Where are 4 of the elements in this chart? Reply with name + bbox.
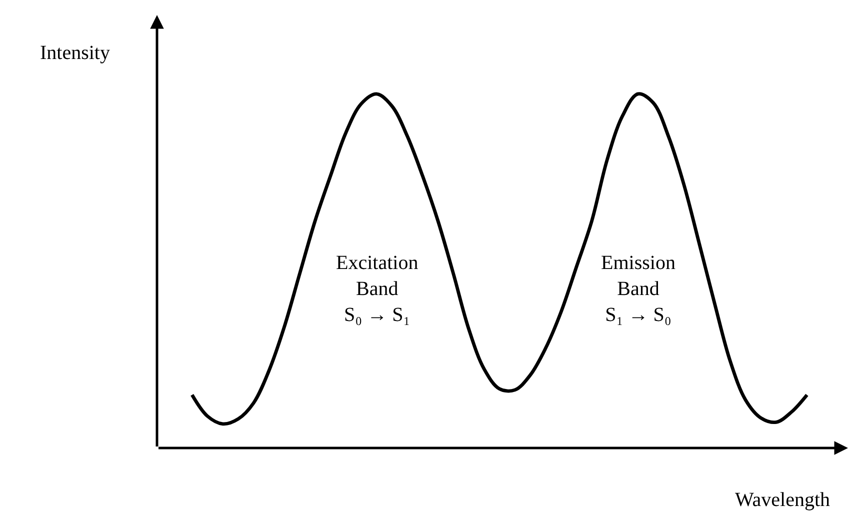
annotation: Excitation Band S₀ → S₁	[336, 252, 418, 326]
x-axis-title: Wavelength	[735, 489, 830, 511]
annotation: Emission Band S₁ → S₀	[601, 252, 676, 326]
y-axis-title: Intensity	[40, 42, 110, 64]
